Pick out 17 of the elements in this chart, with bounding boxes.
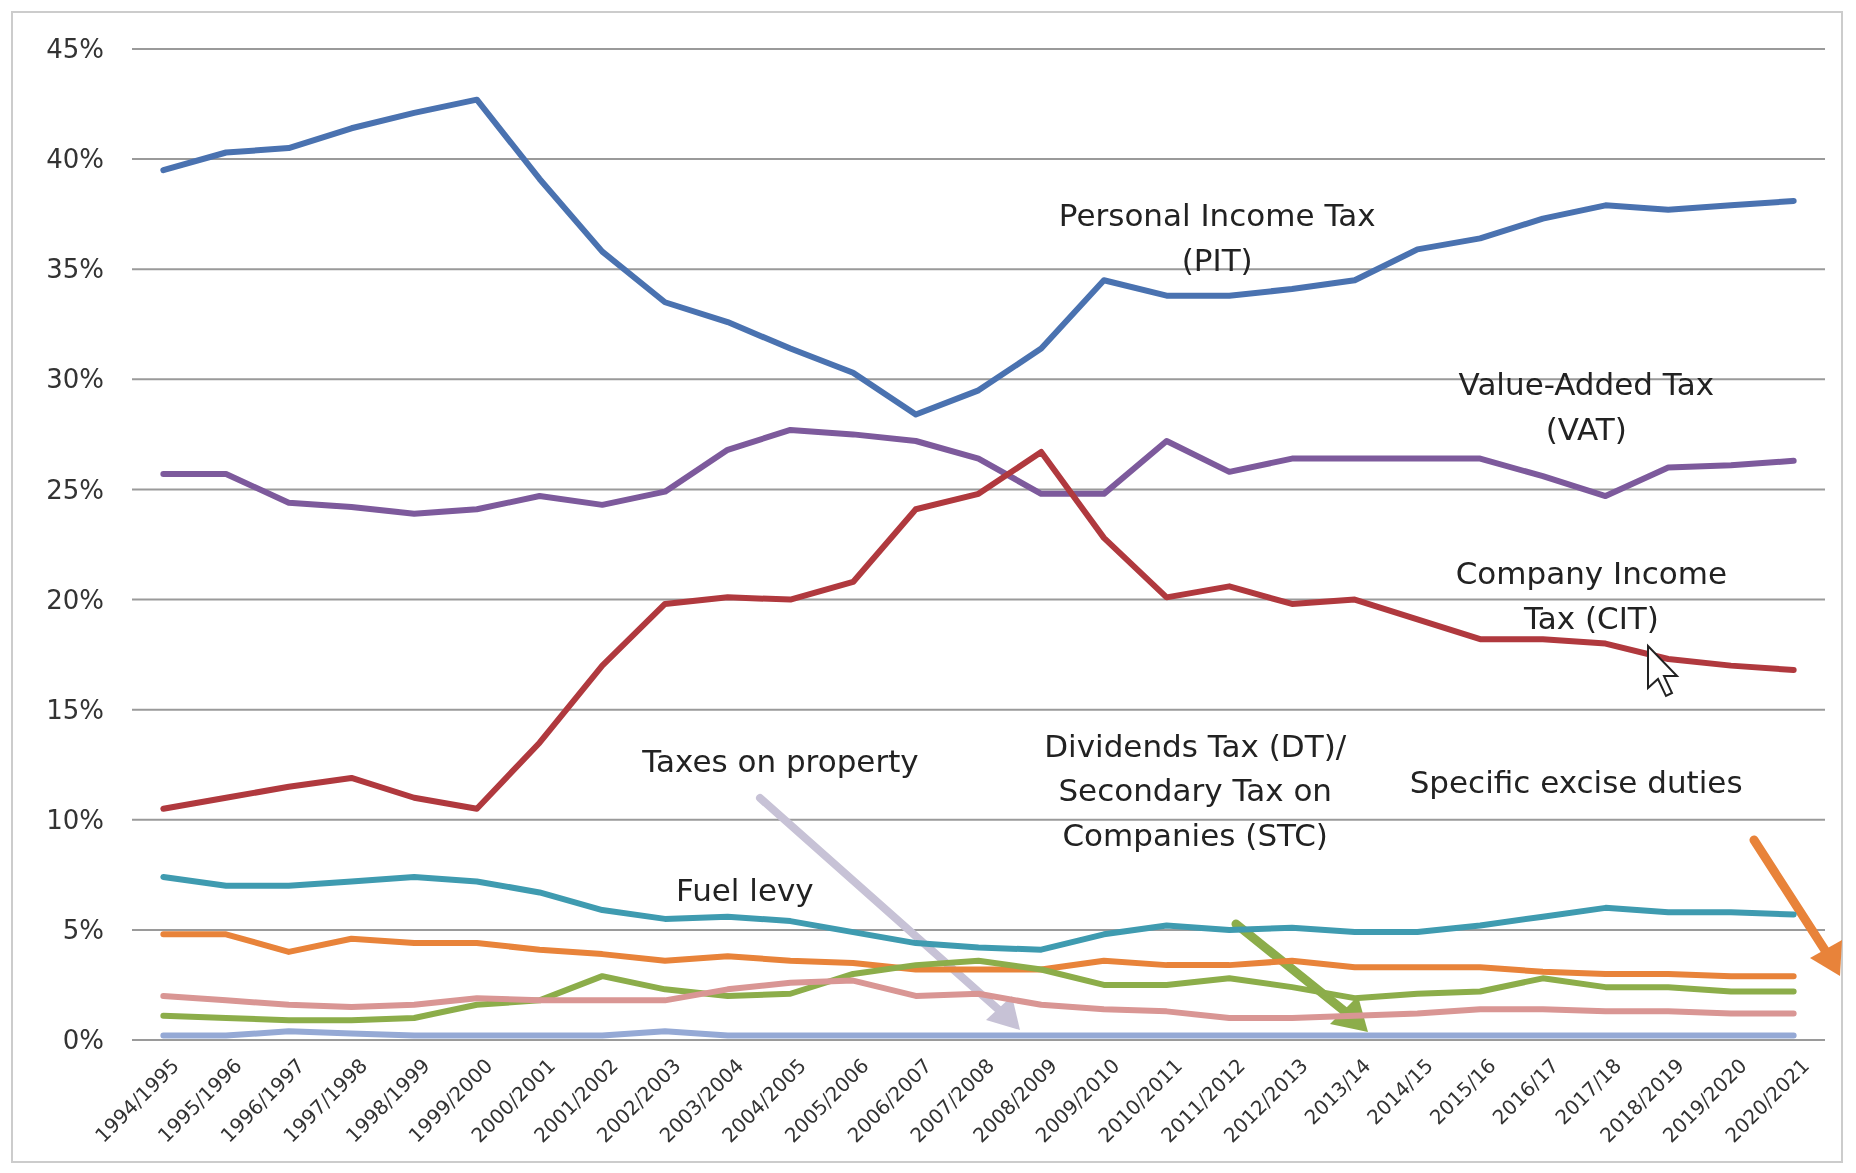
y-tick-label: 10%: [46, 804, 104, 835]
annotation: Dividends Tax (DT)/ Secondary Tax on Companies (STC): [1044, 727, 1347, 854]
annotation: Specific excise duties: [1409, 764, 1743, 801]
y-tick-label: 15%: [46, 694, 104, 725]
y-tick-label: 25%: [46, 474, 104, 505]
y-tick-label: 30%: [46, 364, 104, 395]
y-tick-label: 45%: [46, 34, 104, 65]
annotation: Value-Added Tax (VAT): [1458, 365, 1714, 447]
y-tick-label: 20%: [46, 584, 104, 615]
y-tick-label: 35%: [46, 254, 104, 285]
annotation: Taxes on property: [641, 743, 919, 780]
y-tick-label: 0%: [62, 1025, 104, 1056]
y-tick-label: 5%: [62, 914, 104, 945]
annotation: Company Income Tax (CIT): [1455, 555, 1728, 637]
y-tick-label: 40%: [46, 144, 104, 175]
annotation: Personal Income Tax (PIT): [1058, 197, 1376, 279]
annotation: Fuel levy: [676, 872, 814, 909]
